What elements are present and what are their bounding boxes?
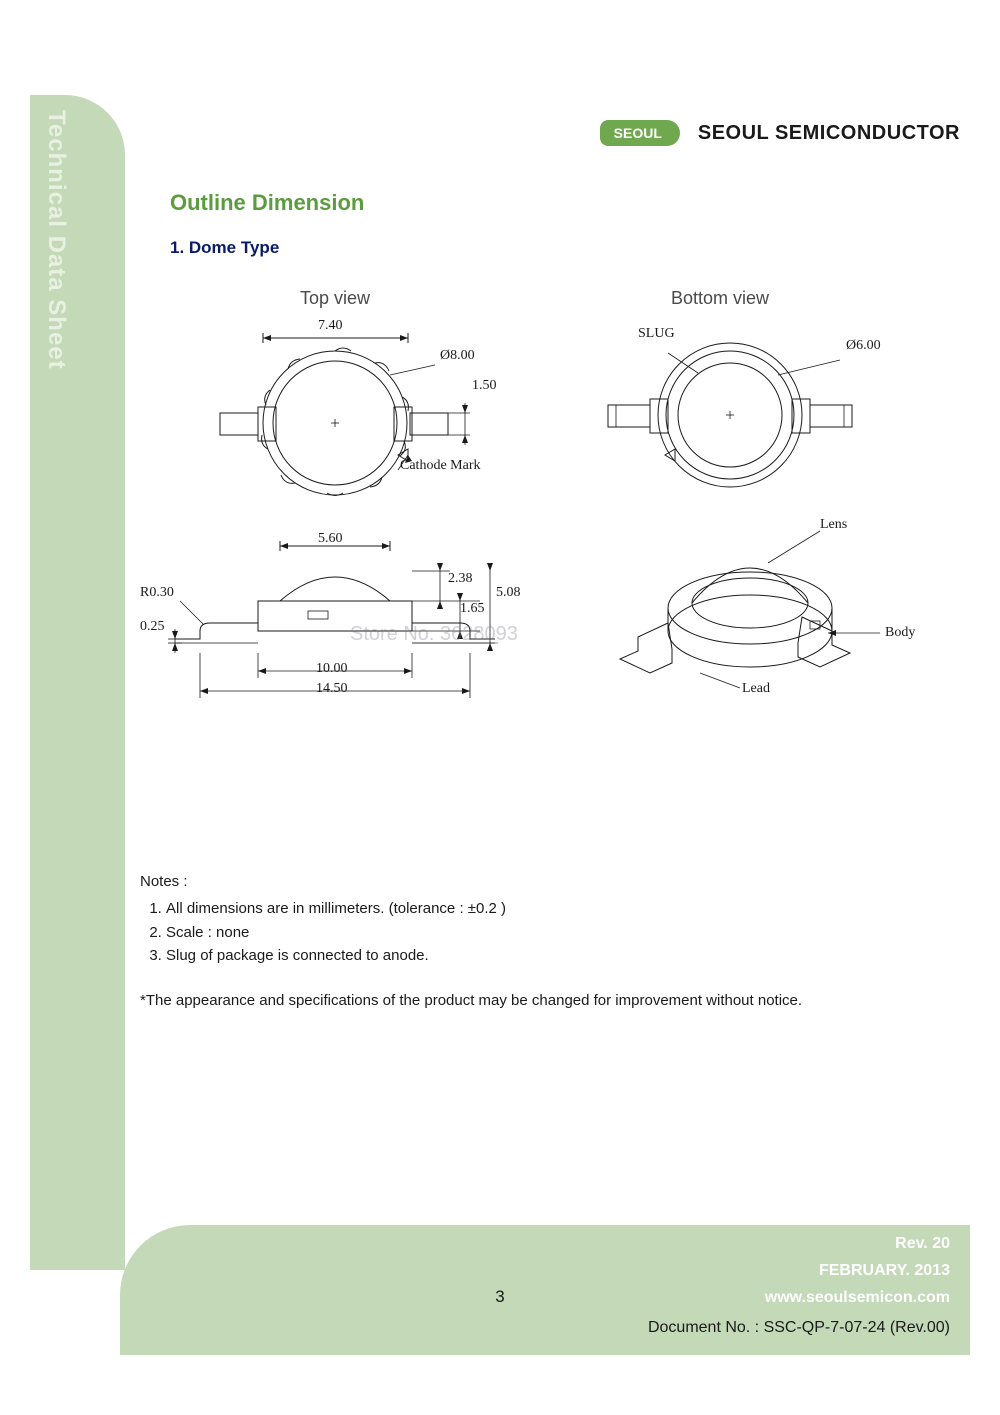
dim-14-50: 14.50 <box>316 681 348 697</box>
dim-10-00: 10.00 <box>316 661 348 677</box>
cathode-mark-label: Cathode Mark <box>400 458 480 474</box>
dim-5-60: 5.60 <box>318 531 343 547</box>
dim-diameter-6: Ø6.00 <box>846 338 881 354</box>
body-label: Body <box>885 625 915 641</box>
dim-1-65: 1.65 <box>460 601 485 617</box>
seoul-badge: SEOUL <box>600 120 680 146</box>
note-item: All dimensions are in millimeters. (tole… <box>166 897 940 920</box>
note-item: Scale : none <box>166 921 940 944</box>
sidebar-title: Technical Data Sheet <box>42 110 70 370</box>
notes-title: Notes : <box>140 870 940 893</box>
footer-date: FEBRUARY. 2013 <box>819 1262 950 1280</box>
dim-diameter-8: Ø8.00 <box>440 348 475 364</box>
dim-5-08: 5.08 <box>496 585 521 601</box>
company-name: SEOUL SEMICONDUCTOR <box>698 122 960 145</box>
footer-rev: Rev. 20 <box>895 1235 950 1253</box>
iso-view: Lens Body Lead <box>610 513 920 718</box>
bottom-view: Bottom view SLUG <box>590 288 910 510</box>
note-item: Slug of package is connected to anode. <box>166 944 940 967</box>
subsection-title: 1. Dome Type <box>170 238 970 258</box>
dim-0-25: 0.25 <box>140 619 165 635</box>
content-area: Outline Dimension 1. Dome Type Top view <box>170 190 970 728</box>
top-view: Top view <box>210 288 510 510</box>
lens-label: Lens <box>820 517 847 533</box>
diagram-panel: Top view <box>170 288 950 728</box>
dim-r030: R0.30 <box>140 585 174 601</box>
lead-label: Lead <box>742 681 770 697</box>
section-title: Outline Dimension <box>170 190 970 216</box>
notes-list: All dimensions are in millimeters. (tole… <box>140 897 940 967</box>
dim-2-38: 2.38 <box>448 571 473 587</box>
dim-7-40: 7.40 <box>318 318 343 334</box>
page-number: 3 <box>495 1287 504 1307</box>
footer-doc-no: Document No. : SSC-QP-7-07-24 (Rev.00) <box>648 1319 950 1337</box>
notes-disclaimer: *The appearance and specifications of th… <box>140 989 940 1012</box>
top-view-svg <box>210 315 510 505</box>
bottom-view-label: Bottom view <box>590 288 850 309</box>
watermark-text: Store No. 3628093 <box>350 623 518 646</box>
top-view-label: Top view <box>210 288 460 309</box>
header-logo: SEOUL SEOUL SEMICONDUCTOR <box>600 120 960 146</box>
notes-section: Notes : All dimensions are in millimeter… <box>140 870 940 1012</box>
dim-1-50: 1.50 <box>472 378 497 394</box>
footer-url: www.seoulsemicon.com <box>765 1289 950 1307</box>
slug-label: SLUG <box>638 326 675 342</box>
side-view: 5.60 R0.30 0.25 2.38 1.65 5.08 10.00 14.… <box>140 523 560 728</box>
